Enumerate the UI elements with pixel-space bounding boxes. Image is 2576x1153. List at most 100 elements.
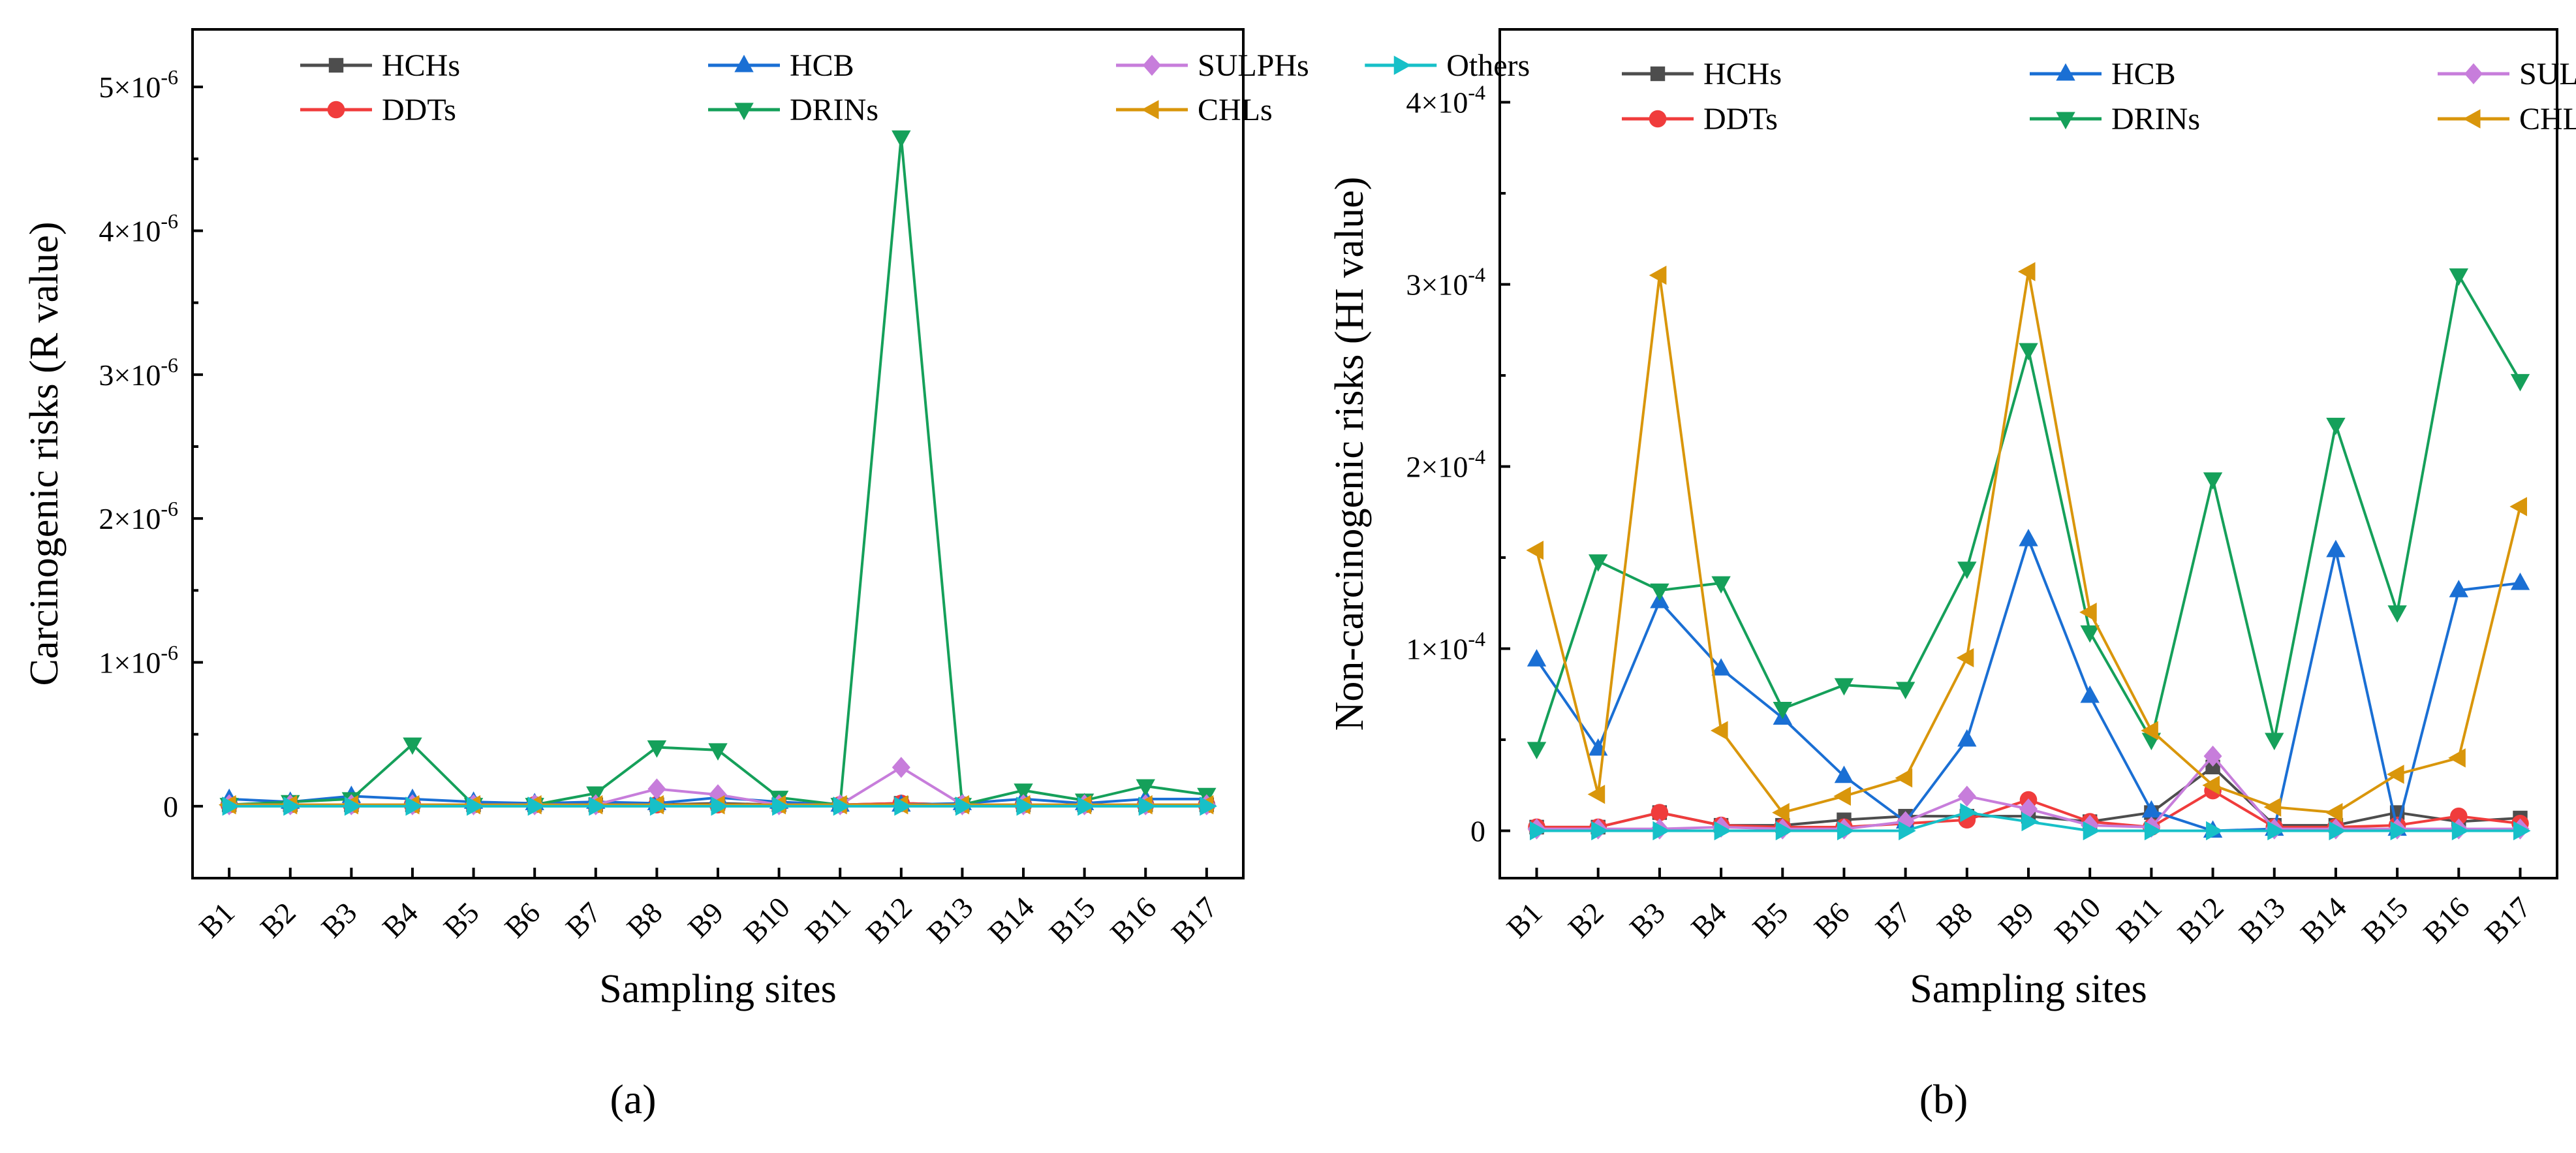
legend-label: SULPHs bbox=[1198, 48, 1309, 83]
data-point bbox=[1833, 786, 1851, 806]
legend-item-others: Others bbox=[1365, 48, 1530, 83]
data-point bbox=[2263, 797, 2282, 817]
legend-item-hcb: HCB bbox=[2030, 57, 2176, 91]
data-point bbox=[2017, 262, 2036, 281]
data-point bbox=[1711, 576, 1731, 594]
data-point bbox=[1136, 779, 1155, 797]
data-point bbox=[1960, 802, 1978, 823]
legend-marker bbox=[1650, 66, 1666, 82]
legend-label: CHLs bbox=[2519, 102, 2576, 136]
data-point bbox=[467, 797, 484, 816]
panel-label: (b) bbox=[1919, 1076, 1968, 1122]
data-point bbox=[2449, 580, 2469, 597]
data-point bbox=[405, 797, 424, 816]
legend-marker bbox=[2056, 63, 2075, 81]
data-point bbox=[2449, 268, 2469, 286]
x-tick-label: B2 bbox=[254, 896, 302, 944]
legend-label: DRINs bbox=[790, 93, 878, 127]
x-tick-label: B13 bbox=[2233, 891, 2291, 949]
data-point bbox=[2021, 812, 2040, 832]
y-tick-label: 0 bbox=[1470, 814, 1485, 847]
data-point bbox=[2510, 572, 2530, 590]
data-point bbox=[894, 797, 912, 816]
data-point bbox=[2387, 605, 2407, 623]
x-tick-label: B3 bbox=[1623, 896, 1671, 944]
data-point bbox=[2205, 759, 2220, 775]
series-line bbox=[229, 137, 1207, 807]
data-point bbox=[1200, 797, 1217, 816]
legend-marker bbox=[1141, 100, 1159, 119]
x-tick-label: B2 bbox=[1562, 896, 1610, 944]
x-tick-label: B16 bbox=[2417, 891, 2475, 949]
data-point bbox=[1834, 765, 1854, 783]
data-point bbox=[2326, 539, 2346, 558]
legend-item-hchs: HCHs bbox=[300, 48, 460, 83]
y-tick-label: 0 bbox=[163, 790, 178, 823]
data-point bbox=[1957, 561, 1977, 579]
panel-label: (a) bbox=[610, 1076, 656, 1122]
data-point bbox=[2387, 765, 2404, 784]
y-tick-label: 5×10-6 bbox=[99, 65, 178, 104]
data-point bbox=[2509, 497, 2527, 516]
legend-item-chls: CHLs bbox=[1116, 93, 1273, 127]
data-point bbox=[1957, 729, 1977, 747]
data-point bbox=[2019, 529, 2038, 546]
legend: HCHs DDTs HCB DRINs SULPHs CHLs Others bbox=[300, 48, 1530, 127]
y-axis-title: Carcinogenic risks (R value) bbox=[22, 221, 67, 686]
chart-panel-0: 0 1×10-6 2×10-6 3×10-6 4×10-6 5×10-6 B1 B2 B3 B4 B… bbox=[22, 28, 1530, 1122]
series-drins bbox=[219, 130, 1217, 815]
data-point bbox=[1078, 797, 1095, 816]
legend-label: SULPHs bbox=[2519, 57, 2576, 91]
data-point bbox=[772, 797, 790, 816]
data-point bbox=[2083, 821, 2101, 841]
x-tick-label: B8 bbox=[620, 896, 668, 944]
legend-item-drins: DRINs bbox=[708, 93, 878, 127]
data-point bbox=[2144, 821, 2162, 841]
legend-item-chls: CHLs bbox=[2438, 102, 2576, 136]
series-others bbox=[1530, 802, 2531, 841]
data-point bbox=[2329, 821, 2347, 841]
data-point bbox=[2019, 343, 2038, 361]
data-point bbox=[2510, 373, 2530, 392]
x-tick-label: B16 bbox=[1104, 891, 1162, 949]
x-tick-label: B15 bbox=[2355, 891, 2414, 949]
legend-marker bbox=[734, 54, 754, 72]
data-point bbox=[1957, 785, 1976, 807]
legend-label: DDTs bbox=[1703, 102, 1778, 136]
data-point bbox=[1530, 821, 1547, 841]
x-tick-label: B15 bbox=[1043, 891, 1102, 949]
data-point bbox=[1527, 649, 1547, 667]
chart-panel-1: 0 1×10-4 2×10-4 3×10-4 4×10-4 B1 B2 B3 B4 B5 B6 B7 B… bbox=[1327, 28, 2576, 1122]
data-point bbox=[1895, 768, 1913, 788]
legend-label: HCHs bbox=[1703, 57, 1782, 91]
data-point bbox=[1956, 648, 1974, 668]
series-drins bbox=[1527, 268, 2530, 760]
x-tick-label: B6 bbox=[498, 896, 546, 944]
data-point bbox=[647, 740, 667, 758]
x-tick-label: B4 bbox=[1684, 896, 1733, 944]
data-point bbox=[283, 797, 301, 816]
legend-item-drins: DRINs bbox=[2030, 102, 2200, 136]
data-point bbox=[1775, 821, 1793, 841]
y-tick-label: 4×10-4 bbox=[1406, 81, 1485, 119]
data-point bbox=[1772, 802, 1790, 823]
x-tick-label: B1 bbox=[193, 896, 241, 944]
series-line bbox=[1535, 535, 2521, 832]
data-point bbox=[403, 737, 422, 755]
data-point bbox=[1714, 821, 1732, 841]
legend-label: Others bbox=[1446, 48, 1530, 83]
y-tick-label: 1×10-6 bbox=[99, 640, 178, 679]
data-point bbox=[649, 797, 668, 816]
x-tick-label: B13 bbox=[920, 891, 979, 949]
x-tick-label: B14 bbox=[2294, 891, 2353, 949]
data-point bbox=[2448, 748, 2466, 768]
legend-item-hcb: HCB bbox=[708, 48, 854, 83]
data-point bbox=[892, 130, 911, 148]
data-point bbox=[1014, 783, 1033, 801]
legend-label: DRINs bbox=[2111, 102, 2200, 136]
legend-item-ddts: DDTs bbox=[1622, 102, 1778, 136]
y-axis-title: Non-carcinogenic risks (HI value) bbox=[1327, 177, 1372, 731]
data-point bbox=[2203, 472, 2223, 490]
data-point bbox=[2450, 807, 2468, 825]
